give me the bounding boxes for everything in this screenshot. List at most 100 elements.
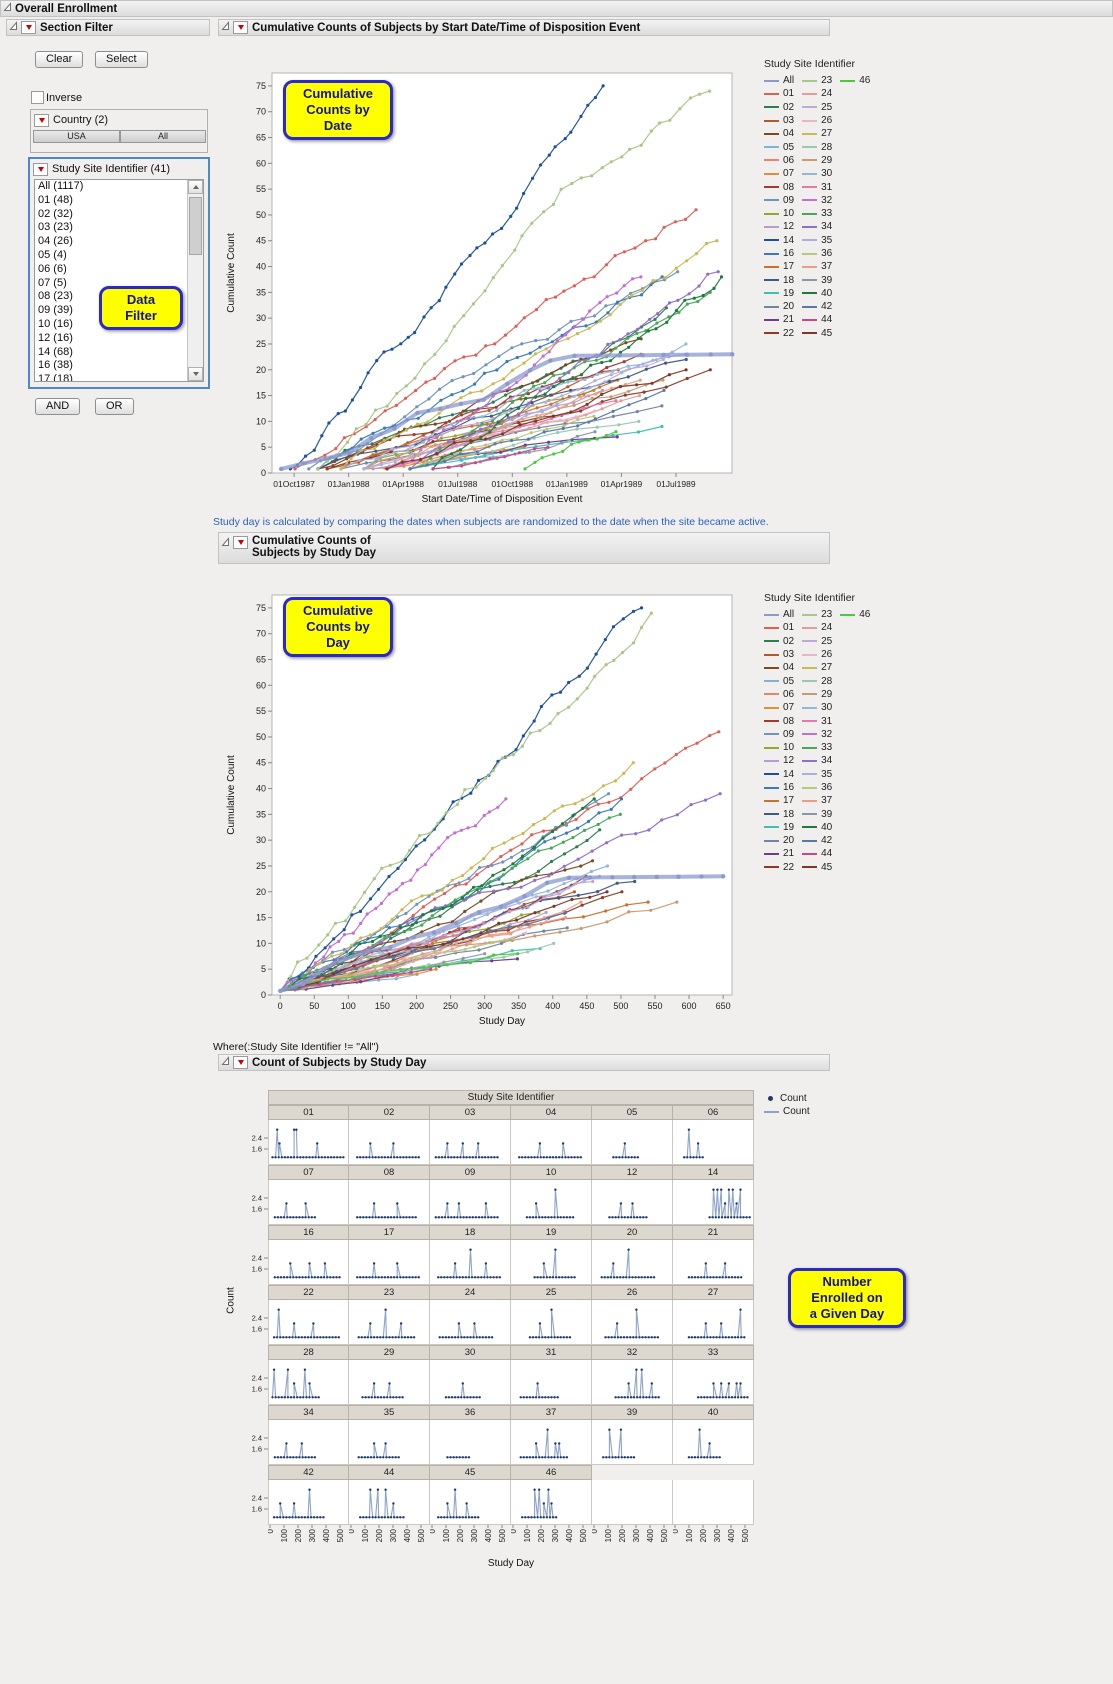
- count-by-day-trellis[interactable]: Study Site Identifier 01 02 03 04 05 06 2.4 1.6…: [244, 1090, 756, 1569]
- count-panel[interactable]: [349, 1180, 430, 1225]
- section-filter-header[interactable]: Section Filter: [6, 19, 210, 36]
- legend-entry[interactable]: 05: [764, 674, 794, 687]
- and-button[interactable]: AND: [35, 398, 81, 415]
- legend-entry[interactable]: 16: [764, 247, 794, 260]
- count-panel[interactable]: [268, 1300, 349, 1345]
- count-panel[interactable]: [268, 1420, 349, 1465]
- legend-entry[interactable]: 19: [764, 287, 794, 300]
- disclosure-icon[interactable]: [221, 1056, 230, 1069]
- site-list-item[interactable]: All (1117): [38, 180, 84, 192]
- legend-entry[interactable]: 45: [802, 861, 832, 874]
- legend-entry[interactable]: 28: [802, 674, 832, 687]
- country-all-button[interactable]: All: [120, 130, 206, 143]
- legend-entry[interactable]: 27: [802, 127, 832, 140]
- red-triangle-menu-icon[interactable]: [21, 21, 36, 34]
- legend-entry[interactable]: 29: [802, 154, 832, 167]
- legend-entry[interactable]: 39: [802, 273, 832, 286]
- legend-entry[interactable]: 42: [802, 300, 832, 313]
- legend-entry[interactable]: 19: [764, 821, 794, 834]
- count-panel[interactable]: [511, 1420, 592, 1465]
- legend-entry[interactable]: 37: [802, 794, 832, 807]
- red-triangle-menu-icon[interactable]: [233, 21, 248, 34]
- legend-entry[interactable]: 20: [764, 300, 794, 313]
- inverse-checkbox[interactable]: [31, 91, 44, 104]
- legend-entry[interactable]: 42: [802, 834, 832, 847]
- disclosure-icon[interactable]: [3, 2, 12, 15]
- disclosure-icon[interactable]: [221, 21, 230, 34]
- count-panel[interactable]: [673, 1360, 754, 1405]
- count-panel[interactable]: [430, 1180, 511, 1225]
- count-panel[interactable]: [511, 1180, 592, 1225]
- legend-entry[interactable]: 22: [764, 861, 794, 874]
- legend-entry[interactable]: 07: [764, 167, 794, 180]
- count-panel[interactable]: [673, 1240, 754, 1285]
- legend-entry[interactable]: 16: [764, 781, 794, 794]
- count-panel[interactable]: [349, 1300, 430, 1345]
- site-list-item[interactable]: 17 (18): [38, 373, 73, 382]
- legend-entry[interactable]: 44: [802, 313, 832, 326]
- legend-entry[interactable]: 18: [764, 807, 794, 820]
- red-triangle-menu-icon[interactable]: [33, 162, 48, 176]
- red-triangle-menu-icon[interactable]: [34, 113, 49, 127]
- legend-entry[interactable]: 17: [764, 794, 794, 807]
- legend-entry[interactable]: 10: [764, 207, 794, 220]
- legend-entry[interactable]: 14: [764, 768, 794, 781]
- chart3-header[interactable]: Count of Subjects by Study Day: [218, 1054, 830, 1071]
- chart2-header[interactable]: Cumulative Counts of Subjects by Study D…: [218, 532, 830, 564]
- legend-entry[interactable]: 31: [802, 714, 832, 727]
- legend-entry[interactable]: 21: [764, 847, 794, 860]
- legend-entry[interactable]: 45: [802, 327, 832, 340]
- cumulative-by-day-chart[interactable]: 0 5 10 15 20 25 30 35 40 45 50 55 60 65 70 75 0 50 100 150 2…: [222, 583, 762, 1033]
- red-triangle-menu-icon[interactable]: [233, 536, 248, 549]
- legend-entry[interactable]: 17: [764, 260, 794, 273]
- legend-entry[interactable]: 03: [764, 648, 794, 661]
- or-button[interactable]: OR: [95, 398, 134, 415]
- count-panel[interactable]: [268, 1120, 349, 1165]
- trellis-legend-entry[interactable]: Count: [764, 1092, 810, 1105]
- legend-entry[interactable]: 36: [802, 247, 832, 260]
- legend-entry[interactable]: 37: [802, 260, 832, 273]
- count-panel[interactable]: [349, 1420, 430, 1465]
- legend-entry[interactable]: 26: [802, 114, 832, 127]
- site-list-item[interactable]: 06 (6): [38, 262, 67, 275]
- count-panel[interactable]: [430, 1300, 511, 1345]
- count-panel[interactable]: [673, 1180, 754, 1225]
- legend-entry[interactable]: 04: [764, 661, 794, 674]
- disclosure-icon[interactable]: [9, 21, 18, 34]
- scroll-down-icon[interactable]: [188, 367, 203, 381]
- legend-entry[interactable]: 44: [802, 847, 832, 860]
- count-panel[interactable]: [511, 1300, 592, 1345]
- site-list-item[interactable]: 05 (4): [38, 248, 67, 261]
- legend-entry[interactable]: 35: [802, 768, 832, 781]
- legend-entry[interactable]: 05: [764, 140, 794, 153]
- legend-entry[interactable]: 08: [764, 180, 794, 193]
- legend-entry[interactable]: 10: [764, 741, 794, 754]
- site-list-item[interactable]: 12 (16): [38, 331, 73, 344]
- count-panel[interactable]: [349, 1360, 430, 1405]
- count-panel[interactable]: [430, 1120, 511, 1165]
- count-panel[interactable]: [349, 1480, 430, 1525]
- legend-entry[interactable]: 09: [764, 728, 794, 741]
- count-panel[interactable]: [592, 1180, 673, 1225]
- legend-entry[interactable]: 20: [764, 834, 794, 847]
- legend-entry[interactable]: 08: [764, 714, 794, 727]
- legend-entry[interactable]: All: [764, 74, 794, 87]
- legend-entry[interactable]: 21: [764, 313, 794, 326]
- count-panel[interactable]: [268, 1180, 349, 1225]
- site-list-item[interactable]: 14 (68): [38, 345, 73, 358]
- legend-entry[interactable]: 23: [802, 74, 832, 87]
- count-panel[interactable]: [268, 1240, 349, 1285]
- count-panel[interactable]: [430, 1480, 511, 1525]
- legend-entry[interactable]: 01: [764, 621, 794, 634]
- count-panel[interactable]: [430, 1420, 511, 1465]
- legend-entry[interactable]: 06: [764, 154, 794, 167]
- site-list-item[interactable]: 01 (48): [38, 193, 73, 206]
- select-button[interactable]: Select: [95, 51, 148, 68]
- legend-entry[interactable]: 02: [764, 101, 794, 114]
- legend-entry[interactable]: 31: [802, 180, 832, 193]
- legend-entry[interactable]: 25: [802, 101, 832, 114]
- legend-entry[interactable]: 27: [802, 661, 832, 674]
- legend-entry[interactable]: 24: [802, 87, 832, 100]
- legend-entry[interactable]: 25: [802, 635, 832, 648]
- legend-entry[interactable]: 46: [840, 608, 870, 621]
